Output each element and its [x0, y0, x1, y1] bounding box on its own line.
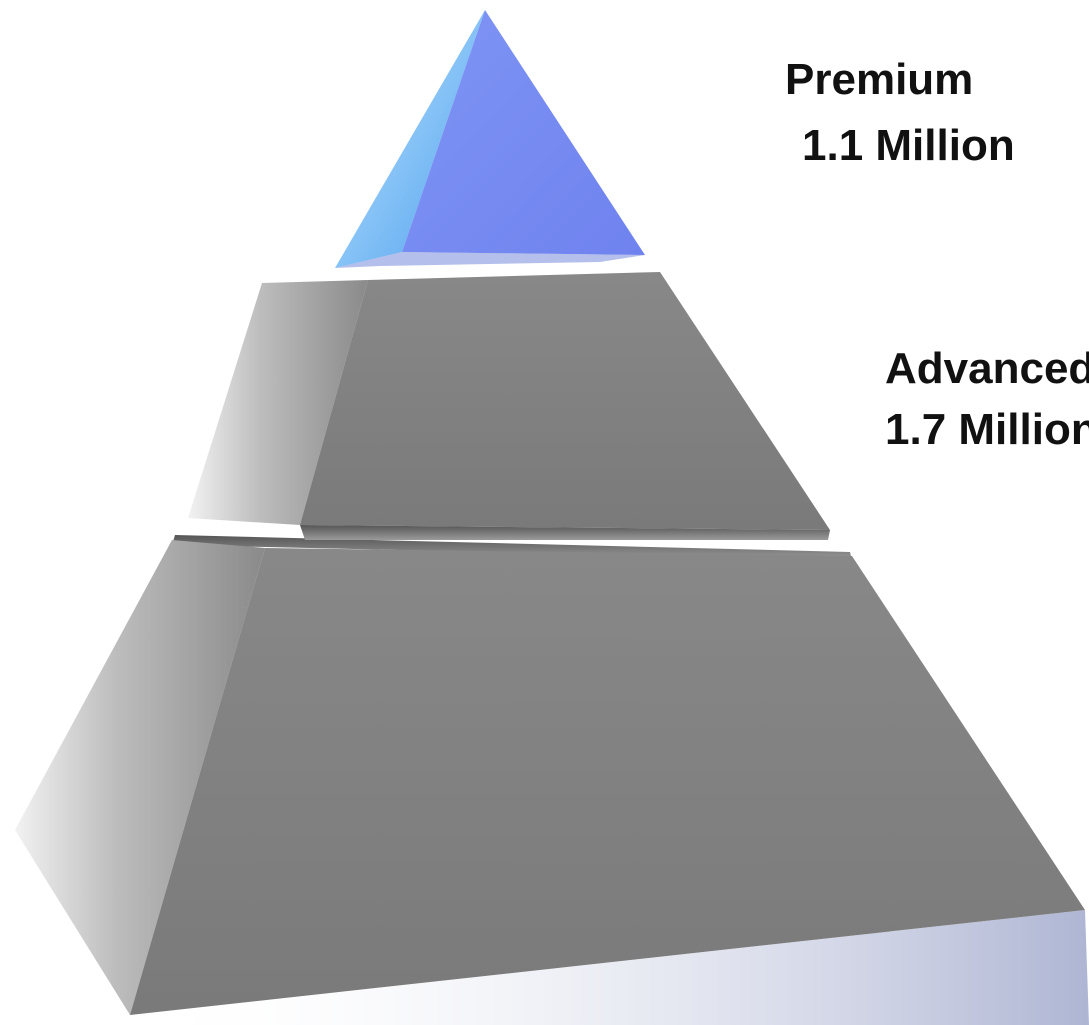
tier-value: 1.7 Million — [885, 405, 1089, 454]
tier-value: 1.1 Million — [802, 121, 1015, 170]
tier-name: Premium — [785, 55, 973, 104]
top-tier-front-face — [402, 10, 645, 255]
floor-reflection — [130, 910, 1089, 1025]
top-tier-base-edge — [335, 252, 645, 268]
top-tier-left-face — [335, 10, 485, 268]
middle-tier-front-face — [300, 272, 830, 530]
tier-name: Advanced — [885, 344, 1089, 393]
middle-tier-left-face — [188, 280, 368, 525]
bottom-tier-front-face — [130, 548, 1085, 1015]
bottom-tier-left-face — [15, 540, 265, 1015]
tier-gap — [300, 525, 830, 540]
